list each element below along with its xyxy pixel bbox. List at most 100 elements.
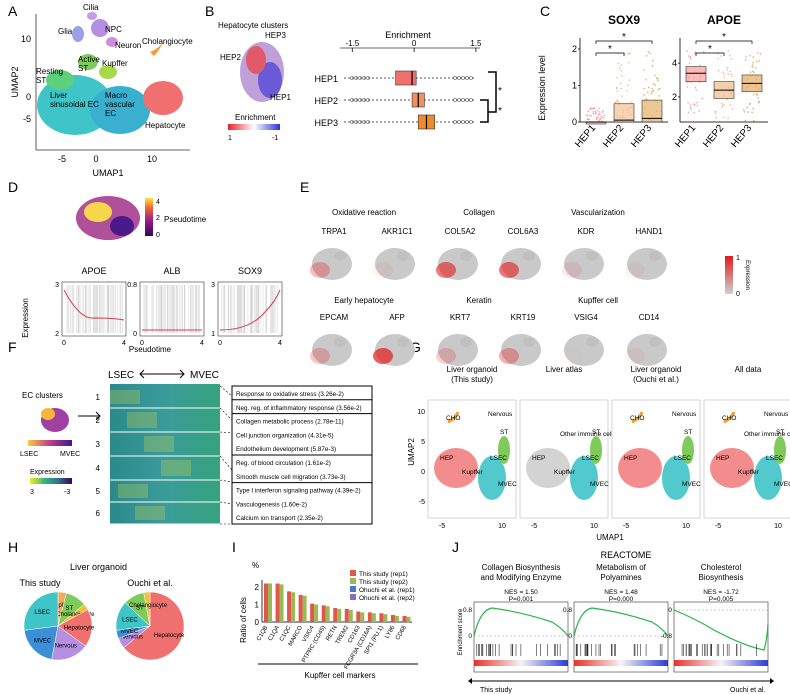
x-axis-label: Pseudotime: [129, 345, 172, 354]
bar: [395, 616, 399, 622]
data-point: [618, 63, 620, 65]
gradient-left: LSEC: [20, 451, 38, 458]
panel-b: Hepatocyte clusters HEP3 HEP2 HEP1 Enric…: [218, 21, 502, 142]
data-point: [723, 104, 725, 106]
data-point: [645, 79, 647, 81]
gene-label: COL5A2: [445, 227, 476, 236]
expression-cluster: [460, 251, 472, 261]
x-tick-label: 0: [62, 340, 66, 347]
panel-letter-j: J: [452, 539, 459, 555]
data-point: [729, 55, 731, 57]
expression-cluster: [334, 251, 346, 261]
go-term: Endothelium development (5.87e-3): [236, 446, 336, 453]
cluster-label: LSEC: [582, 455, 599, 462]
data-point: [695, 87, 697, 89]
gsea-title: Metabolism of: [596, 563, 647, 572]
data-point: [722, 72, 724, 74]
section-header: REACTOME: [601, 550, 652, 560]
data-point: [752, 62, 754, 64]
x-tick-label: -5: [58, 154, 66, 164]
data-point: [751, 66, 753, 68]
data-point: [604, 115, 606, 117]
data-point: [657, 80, 659, 82]
y-tick-label: -5: [419, 499, 425, 506]
bar: [345, 609, 349, 622]
gene-group-title: Collagen: [463, 208, 495, 217]
category-label: HEP2: [701, 123, 726, 150]
data-point: [628, 62, 630, 64]
legend-max: -3: [64, 489, 70, 496]
gsea-title: Biosynthesis: [699, 573, 744, 582]
gene-title: ALB: [163, 266, 180, 276]
gene-title: SOX9: [238, 266, 262, 276]
gsea-title: Cholesterol: [701, 563, 742, 572]
data-point: [693, 112, 695, 114]
data-point: [587, 110, 589, 112]
box: [614, 104, 634, 122]
expression-cluster: [397, 251, 409, 261]
data-point: [753, 120, 755, 122]
cluster-label: Kupffer: [462, 469, 484, 476]
gene-label: TRPA1: [321, 227, 347, 236]
cluster-label: Hepatocyte: [145, 121, 186, 130]
data-point: [753, 72, 755, 74]
data-point: [723, 74, 725, 76]
x-axis-label: UMAP1: [92, 168, 123, 178]
category-label: HEP1: [314, 74, 338, 84]
data-point: [716, 117, 718, 119]
data-point: [643, 88, 645, 90]
data-point: [589, 115, 591, 117]
data-point: [588, 119, 590, 121]
data-point: [721, 106, 723, 108]
data-point: [597, 117, 599, 119]
rank-bar: [474, 660, 568, 666]
bar: [383, 614, 387, 622]
data-point: [687, 102, 689, 104]
data-point: [589, 108, 591, 110]
data-point: [620, 82, 622, 84]
cluster-label: Nervous: [764, 411, 789, 418]
y-tick-label: 1: [255, 601, 260, 610]
data-point: [587, 118, 589, 120]
data-point: [651, 88, 653, 90]
y-axis-label: UMAP2: [407, 438, 416, 466]
data-point: [645, 98, 647, 100]
legend-label: Ohuchi et al. (rep2): [359, 595, 415, 602]
cluster-label: HEP2: [220, 53, 241, 62]
data-point: [653, 83, 655, 85]
data-point: [653, 90, 655, 92]
panel-letter-c: C: [540, 3, 550, 19]
legend-swatch: [350, 570, 356, 576]
connector: [220, 456, 232, 470]
pie-label: Cholangiocyte: [129, 603, 168, 609]
figure-canvas: A B C D E F G H I J Cilia NPC Glia Neuro…: [0, 0, 790, 694]
data-point: [756, 93, 758, 95]
y-tick-label: 0: [568, 633, 572, 640]
cluster-label: MVEC: [774, 481, 790, 488]
y-tick-label: 2: [672, 92, 677, 102]
gene-label: KRT19: [511, 313, 536, 322]
panel-i: % Ratio of cells 012C1QBC1QAC1QCMARCOVSI…: [239, 561, 418, 680]
bar: [372, 613, 376, 622]
data-point: [760, 53, 762, 55]
pie-group-title: Liver organoid: [70, 562, 127, 572]
data-point: [658, 95, 660, 97]
legend-min: 1: [228, 135, 232, 142]
category-label: HEP2: [601, 123, 626, 150]
left-label: This study: [480, 687, 512, 694]
chart-title: Enrichment: [385, 30, 431, 40]
data-point: [750, 71, 752, 73]
data-point: [717, 58, 719, 60]
data-point: [731, 75, 733, 77]
data-point: [689, 63, 691, 65]
legend-swatch: [350, 586, 356, 592]
data-point: [744, 111, 746, 113]
bar: [291, 592, 295, 622]
legend-tick: 0: [156, 232, 160, 239]
go-term: Reg. of blood circulation (1.61e-2): [236, 460, 331, 467]
row-cluster-label: 2: [96, 416, 101, 425]
expression-hotspot: [373, 262, 393, 278]
y-axis-label: UMAP2: [10, 66, 20, 97]
right-label: Ouchi et al.: [730, 687, 765, 694]
data-point: [755, 67, 757, 69]
